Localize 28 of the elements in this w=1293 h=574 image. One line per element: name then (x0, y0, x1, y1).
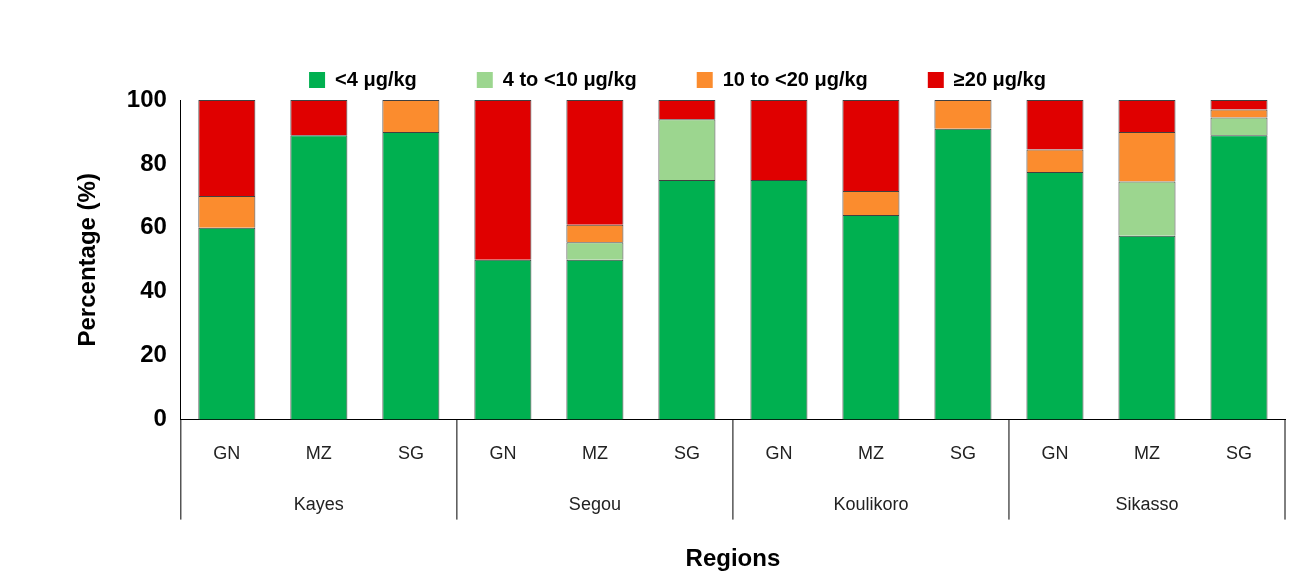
y-tick-label: 0 (153, 404, 167, 432)
x-tick-label: MZ (1133, 443, 1160, 464)
x-tick-label: MZ (305, 443, 332, 464)
text: Sikasso (1115, 493, 1179, 514)
legend-label: 4 to <10 μg/kg (502, 67, 637, 90)
text: Segou (568, 493, 621, 514)
x-tick-label: MZ (581, 443, 608, 464)
x-tick-label: SG (949, 443, 976, 464)
x-tick-label: SG (1225, 443, 1252, 464)
y-tick-label: 40 (140, 276, 167, 304)
x-axis-title: Regions (685, 544, 781, 572)
x-tick-label: GN (213, 443, 241, 464)
legend-label: ≥20 μg/kg (953, 67, 1046, 90)
text: Koulikoro (833, 493, 909, 514)
y-tick-label: 80 (140, 148, 167, 176)
x-tick-label: SG (397, 443, 424, 464)
legend-label: 10 to <20 μg/kg (722, 67, 868, 90)
x-tick-label: MZ (857, 443, 884, 464)
x-tick-label: GN (1041, 443, 1069, 464)
y-tick-label: 20 (140, 340, 167, 368)
x-tick-label: SG (673, 443, 700, 464)
y-tick-label: 60 (140, 212, 167, 240)
legend-label: <4 μg/kg (335, 67, 417, 90)
x-tick-label: GN (765, 443, 793, 464)
text: Kayes (293, 493, 344, 514)
y-tick-label: 100 (126, 84, 167, 112)
x-tick-label: GN (489, 443, 517, 464)
y-axis-title: Percentage (%) (73, 173, 101, 347)
